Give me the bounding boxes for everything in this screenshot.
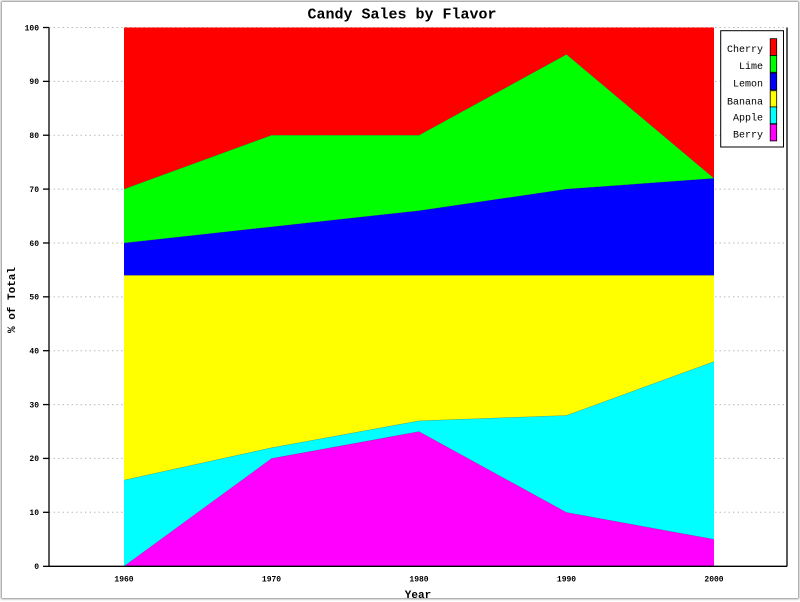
svg-text:90: 90 bbox=[29, 78, 39, 87]
svg-text:Apple: Apple bbox=[733, 113, 763, 125]
svg-text:Banana: Banana bbox=[727, 97, 763, 108]
svg-text:2000: 2000 bbox=[704, 576, 723, 585]
svg-text:1960: 1960 bbox=[114, 576, 133, 585]
svg-text:0: 0 bbox=[34, 563, 39, 572]
svg-text:40: 40 bbox=[29, 348, 39, 357]
svg-text:80: 80 bbox=[29, 132, 39, 141]
svg-text:70: 70 bbox=[29, 186, 39, 195]
svg-text:1970: 1970 bbox=[262, 576, 281, 585]
svg-text:100: 100 bbox=[25, 24, 40, 33]
svg-text:Lime: Lime bbox=[739, 61, 763, 73]
svg-text:Candy Sales by Flavor: Candy Sales by Flavor bbox=[307, 7, 496, 24]
svg-text:60: 60 bbox=[29, 240, 39, 249]
svg-text:10: 10 bbox=[29, 509, 39, 518]
svg-text:Cherry: Cherry bbox=[727, 44, 763, 56]
svg-text:Lemon: Lemon bbox=[733, 80, 763, 91]
svg-text:50: 50 bbox=[29, 294, 39, 303]
svg-text:30: 30 bbox=[29, 401, 39, 410]
svg-text:1980: 1980 bbox=[409, 576, 428, 585]
svg-text:% of Total: % of Total bbox=[7, 267, 19, 333]
svg-text:20: 20 bbox=[29, 455, 39, 464]
svg-text:1990: 1990 bbox=[557, 576, 576, 585]
svg-text:Year: Year bbox=[405, 590, 431, 598]
svg-text:Berry: Berry bbox=[733, 131, 763, 142]
